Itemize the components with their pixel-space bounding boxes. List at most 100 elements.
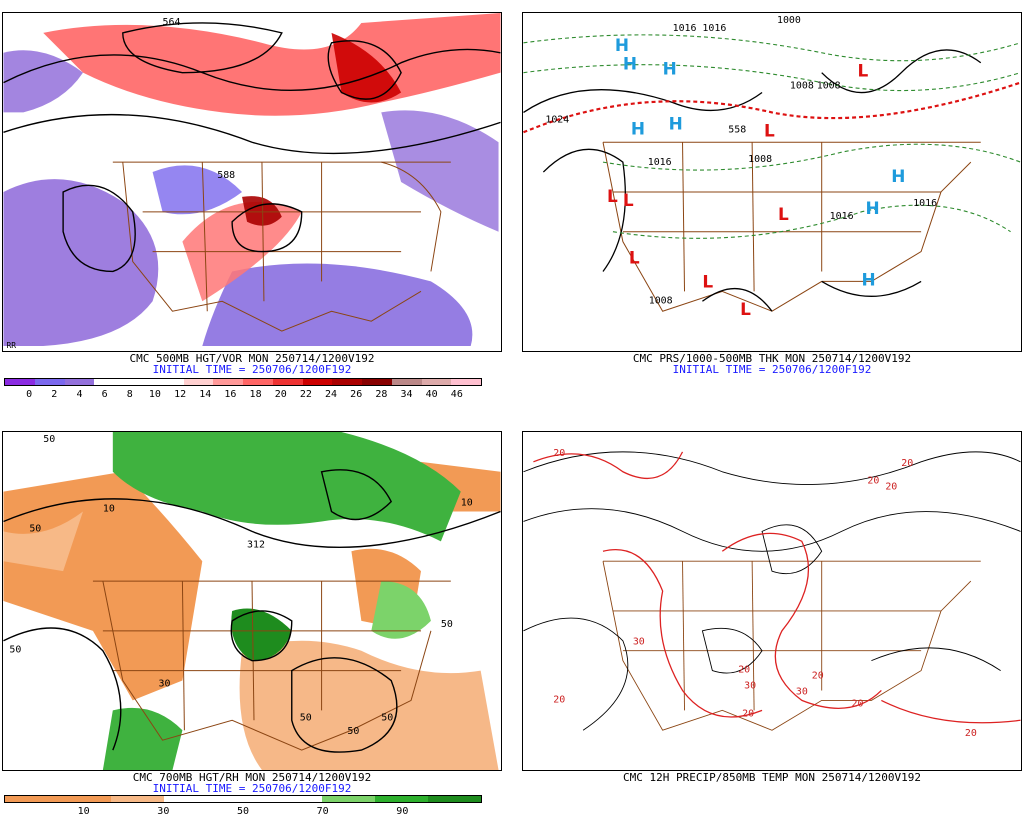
scale-label: 16 — [224, 389, 237, 400]
temp-label: 20 — [885, 482, 897, 493]
scale-swatch — [272, 379, 303, 385]
high-pressure-marker: H — [891, 166, 905, 186]
contour-label: 50 — [381, 712, 393, 723]
contour-label: 50 — [43, 434, 55, 445]
scale-label: 30 — [157, 806, 170, 817]
high-pressure-marker: H — [865, 198, 879, 218]
scale-label: 40 — [425, 389, 438, 400]
scale-label: 10 — [148, 389, 161, 400]
scale-label: 2 — [51, 389, 58, 400]
temp-label: 20 — [867, 476, 879, 487]
panel-initial-time: INITIAL TIME = 250706/1200F192 — [152, 782, 352, 795]
temperature-contours — [533, 451, 1021, 724]
vort-purple-area — [3, 50, 83, 113]
scale-label: 10 — [77, 806, 90, 817]
scale-label: 90 — [396, 806, 409, 817]
low-pressure-marker: L — [607, 186, 618, 206]
scale-label: 6 — [101, 389, 108, 400]
scale-label: 0 — [26, 389, 33, 400]
low-pressure-marker: L — [740, 299, 751, 319]
rh-color-scale — [4, 795, 482, 803]
vort-red-area — [331, 32, 402, 103]
temp-label: 20 — [742, 708, 754, 719]
contour-label: 50 — [300, 712, 312, 723]
scale-swatch — [34, 379, 65, 385]
temp-label: 20 — [738, 665, 750, 676]
contour-label: 564 — [163, 17, 181, 28]
map-pressure: 1016 1016 1000 1008 1008 1024 1016 1008 … — [522, 12, 1022, 352]
high-pressure-marker: H — [861, 269, 875, 289]
scale-label: 50 — [236, 806, 250, 817]
isobar-label: 1016 — [913, 198, 937, 209]
boundaries — [92, 580, 451, 751]
scale-label: 26 — [350, 389, 363, 400]
isobar-label: 1024 — [545, 114, 569, 125]
scale-swatch — [57, 796, 111, 802]
contour-label: 50 — [441, 619, 453, 630]
scale-swatch — [163, 796, 217, 802]
scale-swatch — [391, 379, 422, 385]
high-pressure-marker: H — [615, 35, 629, 55]
temp-label: 20 — [901, 458, 913, 469]
panel-pressure-thickness: 1016 1016 1000 1008 1008 1024 1016 1008 … — [522, 12, 1022, 402]
precip-temp-map: 20 20 30 30 30 20 20 20 20 20 20 20 20 — [523, 432, 1021, 770]
scale-swatch — [216, 796, 270, 802]
moist-area — [102, 707, 183, 770]
scale-swatch — [451, 379, 481, 385]
scale-label: 4 — [76, 389, 83, 400]
scale-swatch — [428, 796, 482, 802]
panel-700mb-rh: 312 50 50 50 50 50 10 10 50 50 30 CMC 70… — [2, 431, 502, 817]
scale-swatch — [94, 379, 124, 385]
vorticity-color-scale — [4, 378, 482, 386]
isobar-label: 1016 — [830, 211, 854, 222]
scale-swatch — [243, 379, 273, 385]
scale-label: 8 — [126, 389, 133, 400]
panel-caption: CMC 700MB HGT/RH MON 250714/1200V192 — [132, 771, 372, 784]
vort-purple-area — [381, 110, 499, 232]
scale-label: 18 — [249, 389, 262, 400]
boundaries — [112, 161, 451, 332]
isobar-label: 558 — [728, 124, 746, 135]
panel-500mb-vorticity: 564 588 RR CMC 500MB HGT/VOR MON 250714/… — [2, 12, 502, 402]
scale-label: 28 — [375, 389, 388, 400]
high-pressure-marker: H — [631, 118, 645, 138]
scale-swatch — [362, 379, 392, 385]
map-500mb: 564 588 RR — [2, 12, 502, 352]
scale-label: 46 — [450, 389, 463, 400]
panel-precip-temp: 20 20 30 30 30 20 20 20 20 20 20 20 20 C… — [522, 431, 1022, 806]
panel-initial-time: INITIAL TIME = 250706/1200F192 — [152, 363, 352, 376]
temp-label: 20 — [965, 728, 977, 739]
thickness-540-line — [523, 81, 1021, 134]
map-precip: 20 20 30 30 30 20 20 20 20 20 20 20 20 — [522, 431, 1022, 771]
dry-area — [239, 640, 499, 770]
temp-label: 30 — [633, 637, 645, 648]
vorticity-scale-labels: 0 2 4 6 8 10 12 14 16 18 20 22 24 26 28 34 40 46 — [4, 389, 482, 401]
height-contours — [3, 22, 501, 273]
low-pressure-marker: L — [778, 204, 789, 224]
contour-label: 30 — [159, 678, 171, 689]
scale-swatch — [5, 796, 58, 802]
vort-purple-area — [152, 165, 243, 215]
contour-label: 10 — [461, 498, 473, 509]
thickness-lines — [523, 34, 1021, 239]
scale-swatch — [213, 379, 243, 385]
isobar-label: 1008 — [790, 81, 814, 92]
low-pressure-marker: L — [764, 120, 775, 140]
contour-label: 312 — [247, 539, 265, 550]
isobar-label: 1008 — [748, 154, 772, 165]
humidity-map: 312 50 50 50 50 50 10 10 50 50 30 — [3, 432, 501, 770]
corner-label: RR — [6, 341, 16, 350]
scale-swatch — [269, 796, 323, 802]
scale-label: 22 — [299, 389, 312, 400]
contour-label: 50 — [347, 726, 359, 737]
moist-area — [371, 581, 431, 639]
scale-label: 20 — [274, 389, 287, 400]
precip-contours — [523, 451, 1021, 731]
scale-swatch — [183, 379, 214, 385]
boundaries — [602, 141, 981, 312]
map-700mb: 312 50 50 50 50 50 10 10 50 50 30 — [2, 431, 502, 771]
contour-label: 10 — [103, 504, 115, 515]
scale-swatch — [302, 379, 333, 385]
scale-swatch — [153, 379, 184, 385]
scale-swatch — [332, 379, 362, 385]
